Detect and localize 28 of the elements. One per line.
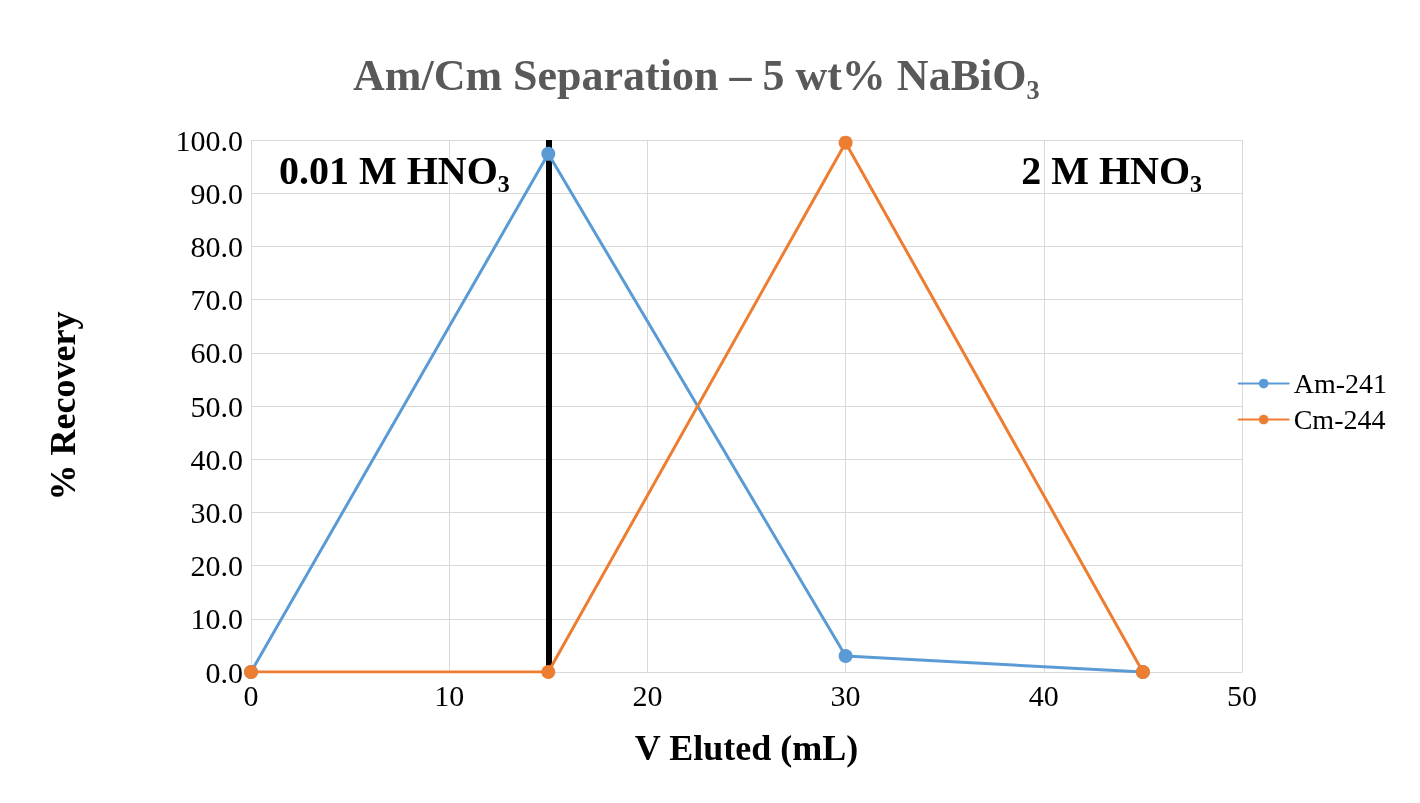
chart-title: Am/Cm Separation – 5 wt% NaBiO₃	[353, 50, 1040, 100]
x-tick-label: 40	[1028, 678, 1059, 712]
y-tick-label: 30.0	[190, 495, 243, 529]
x-tick-label: 0	[243, 678, 259, 712]
x-tick-label: 50	[1227, 678, 1257, 712]
y-tick-label: 0.0	[205, 655, 243, 689]
x-tick-label: 30	[830, 678, 861, 712]
y-tick-label: 60.0	[190, 336, 243, 370]
y-tick-label: 80.0	[190, 229, 243, 263]
y-tick-label: 20.0	[190, 549, 243, 583]
point	[541, 146, 556, 161]
y-tick-label: 50.0	[190, 389, 243, 423]
x-tick-label: 10	[434, 678, 465, 712]
y-tick-label: 10.0	[190, 602, 243, 636]
annotation: 2 M HNO₃	[1021, 147, 1203, 193]
point	[541, 665, 556, 679]
annotation: 0.01 M HNO₃	[279, 147, 510, 193]
legend-label: Am-241	[1293, 368, 1387, 399]
x-tick-label: 20	[632, 678, 663, 712]
legend-label: Cm-244	[1293, 404, 1386, 435]
y-tick-label: 70.0	[190, 283, 243, 317]
y-tick-label: 100.0	[175, 123, 243, 157]
y-tick-label: 90.0	[190, 176, 243, 210]
y-axis-title: % Recovery	[43, 311, 83, 501]
point	[838, 135, 853, 150]
point	[838, 649, 853, 664]
x-axis-title: V Eluted (mL)	[634, 728, 859, 768]
y-tick-label: 40.0	[190, 442, 243, 476]
